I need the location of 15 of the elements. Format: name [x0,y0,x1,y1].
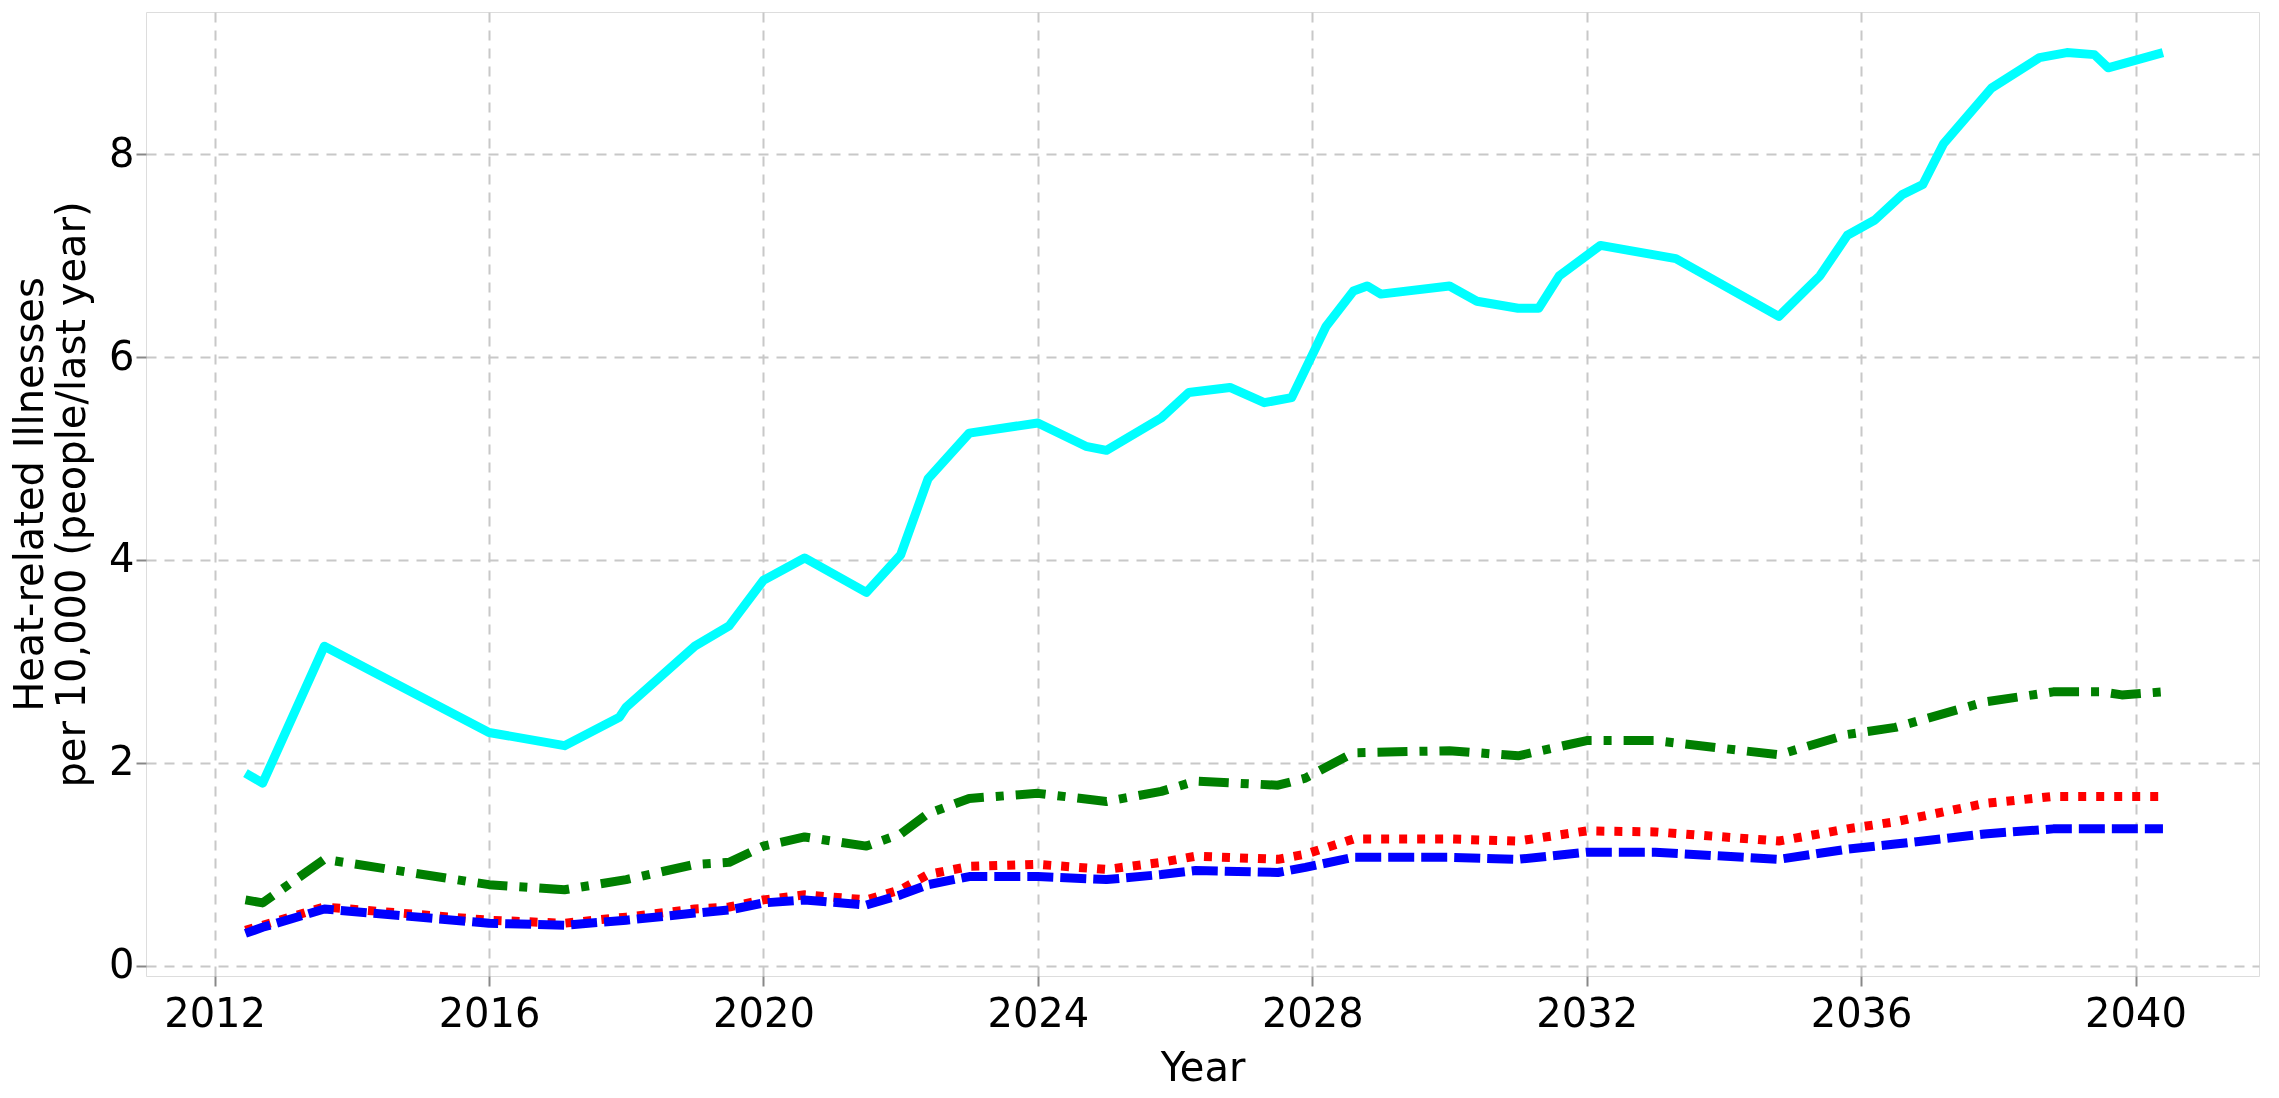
y-tick-label: 4 [109,535,135,582]
x-tick-label: 2028 [1261,989,1364,1036]
y-tick-label: 8 [109,129,135,176]
x-tick-label: 2020 [713,989,815,1036]
x-tick-label: 2016 [438,989,541,1036]
y-tick-label: 6 [109,332,135,379]
x-tick-label: 2012 [164,989,266,1036]
x-tick-label: 2032 [1536,989,1639,1036]
x-tick-label: 2040 [2085,989,2187,1036]
y-tick-label: 0 [109,941,135,988]
x-tick-label: 2024 [987,989,1090,1036]
x-axis-title: Year [1159,1043,1246,1090]
x-tick-label: 2036 [1810,989,1913,1036]
y-tick-label: 2 [109,738,135,785]
y-axis-title: Heat-related Illnesses per 10,000 (people/last year) [6,201,95,788]
